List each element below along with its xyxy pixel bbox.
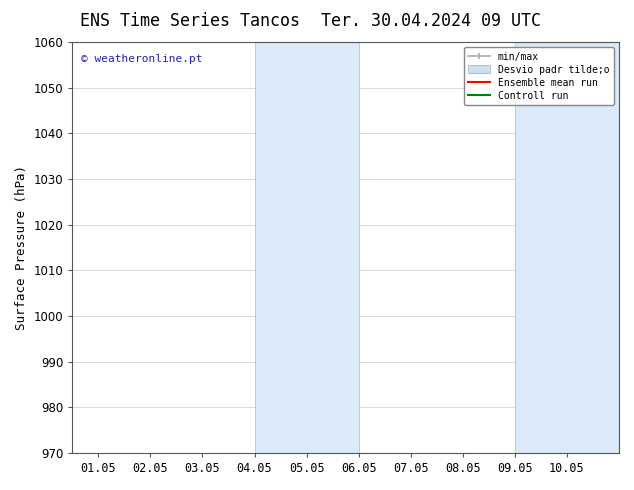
Y-axis label: Surface Pressure (hPa): Surface Pressure (hPa) [15, 165, 28, 330]
Text: Ter. 30.04.2024 09 UTC: Ter. 30.04.2024 09 UTC [321, 12, 541, 30]
Text: ENS Time Series Tancos: ENS Time Series Tancos [80, 12, 301, 30]
Bar [255, 42, 359, 453]
Bar [515, 42, 619, 453]
Legend: min/max, Desvio padr tilde;o, Ensemble mean run, Controll run: min/max, Desvio padr tilde;o, Ensemble m… [463, 47, 614, 105]
Text: © weatheronline.pt: © weatheronline.pt [81, 54, 202, 64]
